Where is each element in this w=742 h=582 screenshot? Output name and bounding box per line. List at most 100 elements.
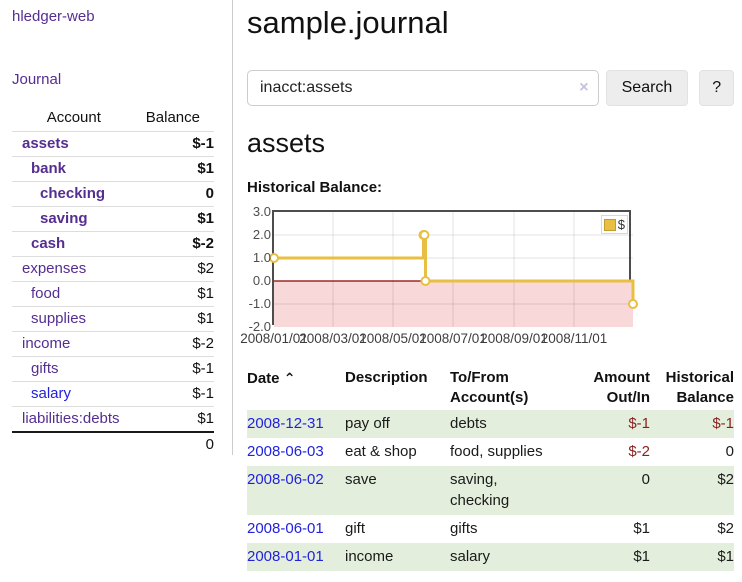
account-link-checking[interactable]: checking (40, 185, 106, 202)
transaction-date-link[interactable]: 2008-12-31 (247, 415, 324, 432)
account-link-salary[interactable]: salary (31, 385, 72, 402)
account-balance: $1 (135, 306, 214, 332)
account-balance: $-2 (135, 331, 214, 357)
clear-search-icon[interactable]: × (579, 79, 589, 96)
amount-column-header: Amount Out/In (593, 369, 650, 406)
account-row: saving $1 (12, 206, 214, 232)
account-row: income $-2 (12, 331, 214, 357)
transaction-amount: $-1 (628, 415, 650, 432)
chart-legend: $ (600, 215, 628, 234)
accounts-header-row: Account Balance (12, 105, 214, 132)
transaction-balance: $1 (717, 548, 734, 565)
account-link-cash[interactable]: cash (31, 235, 66, 252)
transaction-date-link[interactable]: 2008-01-01 (247, 548, 324, 565)
transaction-date-link[interactable]: 2008-06-01 (247, 520, 324, 537)
account-link-expenses[interactable]: expenses (22, 260, 87, 277)
search-box: × (247, 70, 599, 106)
search-input[interactable] (247, 70, 599, 106)
chart-title: Historical Balance: (247, 179, 383, 196)
sort-ascending-icon: ⌃ (283, 370, 296, 386)
account-balance: $1 (135, 406, 214, 432)
y-axis-tick-label: 0.0 (252, 273, 271, 288)
x-axis-tick-label: 2008/07/01 (419, 331, 487, 346)
register-header-row: Date ⌃ Description To/From Account(s) Am… (247, 366, 734, 410)
account-row: bank $1 (12, 156, 214, 182)
account-balance: $-1 (135, 356, 214, 382)
table-row: 2008-06-03 eat & shop food, supplies $-2 0 (247, 438, 734, 466)
transaction-accounts: gifts (450, 520, 478, 537)
x-axis-tick-label: 2008/11/01 (540, 331, 608, 346)
help-button[interactable]: ? (699, 70, 734, 106)
total-balance: 0 (135, 431, 214, 457)
account-balance: 0 (135, 181, 214, 207)
table-row: 2008-06-01 gift gifts $1 $2 (247, 515, 734, 543)
register-table: Date ⌃ Description To/From Account(s) Am… (247, 366, 734, 571)
account-row: supplies $1 (12, 306, 214, 332)
account-row: assets $-1 (12, 131, 214, 157)
chart-canvas (269, 212, 638, 327)
account-link-income[interactable]: income (22, 335, 71, 352)
account-link-gifts[interactable]: gifts (31, 360, 59, 377)
total-row: 0 (12, 431, 214, 457)
page-title: sample.journal (247, 5, 449, 40)
description-column-header: Description (345, 369, 428, 386)
account-balance: $-1 (135, 381, 214, 407)
transaction-description: gift (345, 520, 366, 537)
transaction-amount: $1 (633, 520, 650, 537)
transaction-date-link[interactable]: 2008-06-02 (247, 471, 324, 488)
account-balance: $-2 (135, 231, 214, 257)
sidebar: hledger-web Journal Account Balance asse… (0, 0, 233, 457)
accounts-column-header: To/From Account(s) (450, 369, 529, 406)
transaction-accounts: food, supplies (450, 443, 543, 460)
series-swatch-icon (603, 218, 616, 231)
account-link-supplies[interactable]: supplies (31, 310, 87, 327)
transaction-balance: $-1 (712, 415, 734, 432)
account-link-liabilities-debts[interactable]: liabilities:debts (22, 410, 120, 427)
account-row: gifts $-1 (12, 356, 214, 382)
sidebar-item-journal[interactable]: Journal (12, 71, 62, 88)
y-axis-tick-label: 1.0 (252, 250, 271, 265)
transaction-amount: $1 (633, 548, 650, 565)
account-link-bank[interactable]: bank (31, 160, 67, 177)
table-row: 2008-01-01 income salary $1 $1 (247, 543, 734, 571)
account-heading: assets (247, 128, 326, 158)
transaction-accounts: debts (450, 415, 487, 432)
transaction-description: income (345, 548, 394, 565)
account-row: food $1 (12, 281, 214, 307)
transaction-amount: 0 (641, 471, 650, 488)
account-column-header: Account (46, 109, 101, 126)
transaction-date-link[interactable]: 2008-06-03 (247, 443, 324, 460)
balance-column-header: Balance (145, 109, 200, 126)
x-axis-tick-label: 2008/01/01 (240, 331, 308, 346)
account-row: salary $-1 (12, 381, 214, 407)
x-axis-tick-label: 2008/03/01 (299, 331, 367, 346)
account-link-assets[interactable]: assets (22, 135, 69, 152)
chart-plot-area: $ (269, 210, 638, 327)
legend-series-label: $ (617, 217, 625, 232)
account-balance: $1 (135, 281, 214, 307)
account-balance: $1 (135, 206, 214, 232)
transaction-balance: 0 (725, 443, 734, 460)
account-balance: $1 (135, 156, 214, 182)
account-row: liabilities:debts $1 (12, 406, 214, 432)
account-row: expenses $2 (12, 256, 214, 282)
account-link-food[interactable]: food (31, 285, 61, 302)
transaction-accounts: salary (450, 548, 491, 565)
historical-balance-chart: $ 3.0 2.0 1.0 0.0 -1.0 -2.0 2008/01/01 2008/03/… (240, 204, 734, 348)
transaction-description: eat & shop (345, 443, 417, 460)
date-column-header[interactable]: Date ⌃ (247, 370, 296, 387)
historical-balance-column-header: Historical Balance (665, 369, 734, 406)
y-axis-tick-label: -2.0 (248, 319, 271, 334)
account-row: cash $-2 (12, 231, 214, 257)
transaction-balance: $2 (717, 520, 734, 537)
app-brand-link[interactable]: hledger-web (12, 8, 95, 25)
transaction-balance: $2 (717, 471, 734, 488)
search-button[interactable]: Search (605, 70, 689, 106)
account-balance: $-1 (135, 131, 214, 157)
table-row: 2008-12-31 pay off debts $-1 $-1 (247, 410, 734, 438)
table-row: 2008-06-02 save saving, checking 0 $2 (247, 466, 734, 515)
account-link-saving[interactable]: saving (40, 210, 88, 227)
main-content: sample.journal × Search ? assets Histori… (234, 0, 742, 571)
transaction-description: pay off (345, 415, 390, 432)
y-axis-tick-label: -1.0 (248, 296, 271, 311)
